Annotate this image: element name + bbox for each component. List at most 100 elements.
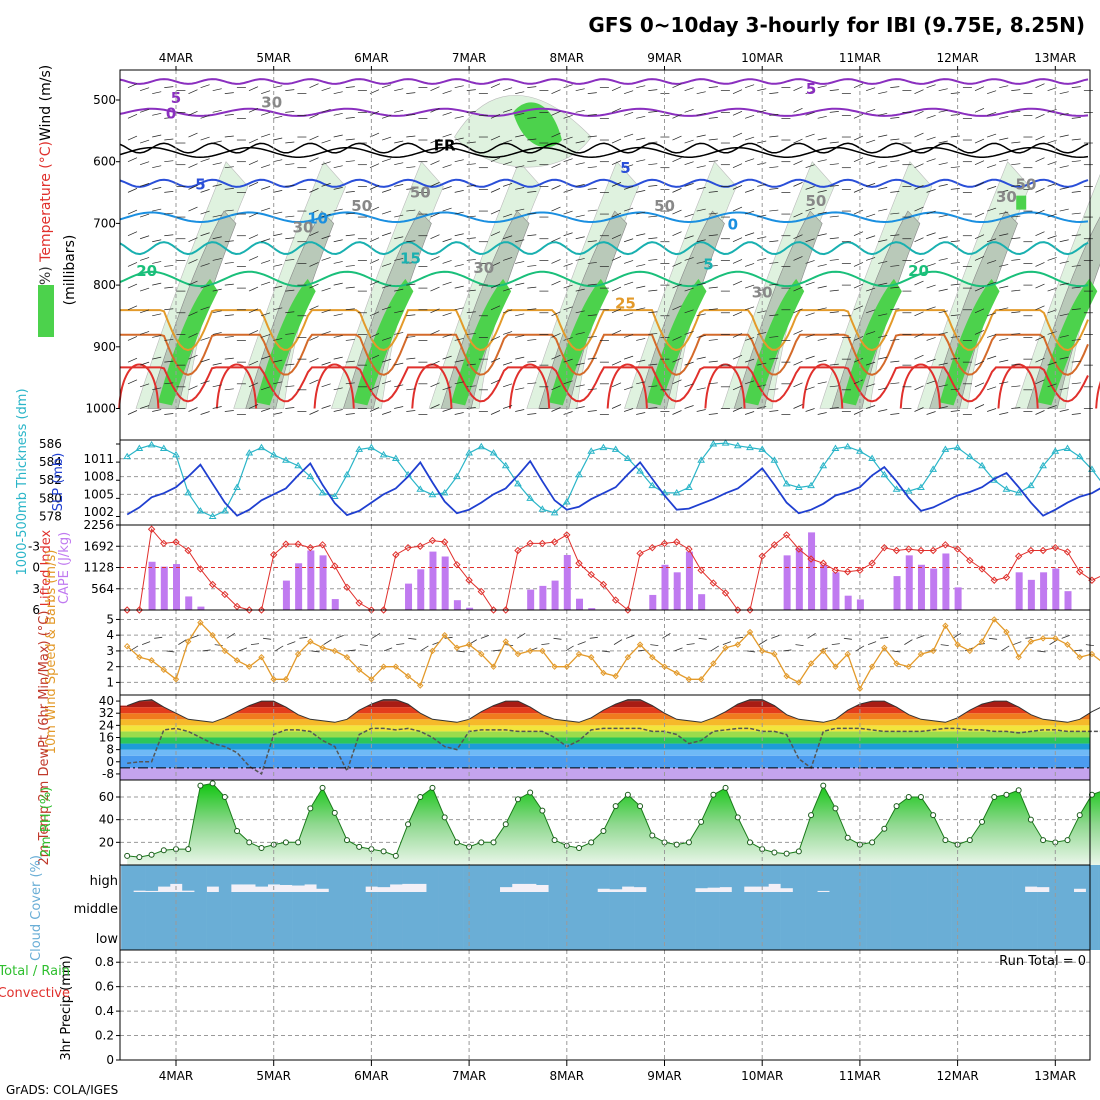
wind-barb xyxy=(1035,114,1045,119)
wind-barb xyxy=(1047,213,1057,218)
wind-barb xyxy=(333,112,343,116)
thickness-point xyxy=(868,454,876,461)
surface-wind-barb xyxy=(674,647,683,652)
wind-barb xyxy=(321,109,331,113)
cape-bar xyxy=(588,608,596,610)
wind-barb xyxy=(950,92,960,95)
wind-barb xyxy=(817,338,827,341)
lifted-point xyxy=(599,580,608,589)
wind-barb xyxy=(212,236,222,240)
wind-barb xyxy=(878,282,888,286)
wind-barb xyxy=(587,240,597,243)
cloud-cell xyxy=(1024,921,1038,950)
cloud-cell xyxy=(1073,921,1087,950)
wind-barb xyxy=(1071,382,1081,385)
thickness-point xyxy=(1039,461,1047,469)
wind-barb xyxy=(878,165,888,169)
wind-barb xyxy=(212,140,222,144)
wind-barb xyxy=(1071,413,1081,415)
wind-barb xyxy=(188,311,198,317)
cloud-cell xyxy=(939,921,952,950)
cloud-cell xyxy=(768,865,781,884)
cloud-cell xyxy=(866,892,879,921)
wind-barb xyxy=(623,164,634,169)
rh-point xyxy=(221,794,228,800)
wind-barb xyxy=(273,359,283,363)
wind-barb xyxy=(575,140,585,144)
wind-barb xyxy=(127,262,138,267)
wind-barb xyxy=(515,282,525,286)
lifted-point xyxy=(721,589,730,597)
wind-barb xyxy=(454,211,464,215)
rh-point xyxy=(600,828,607,834)
cloud-cell xyxy=(524,865,537,884)
wind-barb xyxy=(829,385,839,388)
rh-point xyxy=(258,845,265,851)
wind-barb xyxy=(587,410,597,412)
rh-point xyxy=(380,848,387,855)
cloud-cell xyxy=(890,865,904,892)
thickness-point xyxy=(343,470,351,478)
cape-bar xyxy=(795,548,803,610)
cloud-cell xyxy=(121,865,134,892)
y-tick-label: 564 xyxy=(91,582,114,596)
thickness-point xyxy=(575,470,583,478)
bottom-date-label: 9MAR xyxy=(647,1069,682,1083)
wind-barb xyxy=(1071,212,1081,215)
wind-barb xyxy=(200,136,210,141)
surface-wind-barb xyxy=(795,644,804,647)
wind-barb xyxy=(878,356,888,360)
cape-bar xyxy=(905,555,913,610)
cloud-cell xyxy=(634,921,647,950)
thickness-point xyxy=(733,441,742,449)
wind-barb xyxy=(285,110,295,113)
cloud-cell xyxy=(731,892,745,921)
bottom-date-label: 6MAR xyxy=(354,1069,389,1083)
wind-barb xyxy=(974,286,985,292)
wind-barb xyxy=(684,405,694,409)
wind-barb xyxy=(793,382,803,388)
cloud-cell xyxy=(1049,865,1062,892)
surface-wind-barb xyxy=(492,649,502,652)
axis-label: RH (%) Temperature (°C)Wind (m/s) xyxy=(38,65,54,315)
y-tick-label: 0 xyxy=(106,1053,114,1067)
wind-barb xyxy=(345,286,355,289)
wind-barb xyxy=(744,158,755,163)
axis-label: (millibars) xyxy=(62,235,78,306)
wind-speed-point xyxy=(355,666,363,674)
wind-barb xyxy=(926,84,936,88)
rh-point xyxy=(185,846,192,853)
wind-barb xyxy=(938,140,948,144)
thickness-point xyxy=(428,490,437,498)
wind-barb xyxy=(793,86,803,91)
wind-barb xyxy=(1047,361,1057,366)
surface-wind-barb xyxy=(710,645,720,652)
cloud-cell xyxy=(719,865,733,888)
cloud-cell xyxy=(243,921,256,950)
warm-isotherm-loop xyxy=(802,363,844,409)
thickness-point xyxy=(917,483,925,490)
cloud-cell xyxy=(194,921,207,950)
wind-barb xyxy=(623,90,634,94)
cape-bar xyxy=(197,606,205,610)
cloud-cell xyxy=(682,865,696,892)
wind-barb xyxy=(890,234,900,237)
wind-barb xyxy=(369,280,380,286)
wind-barb xyxy=(224,113,234,116)
lifted-point xyxy=(245,606,253,614)
wind-barb xyxy=(950,357,960,360)
wind-barb xyxy=(309,379,319,385)
cloud-cell xyxy=(121,892,134,921)
wind-speed-point xyxy=(991,616,998,623)
rh-point xyxy=(832,805,839,812)
wind-barb xyxy=(490,209,501,215)
wind-barb xyxy=(285,141,295,144)
wind-speed-point xyxy=(197,619,204,626)
wind-barb xyxy=(333,356,343,360)
wind-barb xyxy=(878,239,888,243)
wind-barb xyxy=(502,287,513,292)
wind-barb xyxy=(793,330,803,335)
wind-barb xyxy=(551,132,561,138)
wind-barb xyxy=(345,191,355,193)
wind-barb xyxy=(648,185,658,187)
